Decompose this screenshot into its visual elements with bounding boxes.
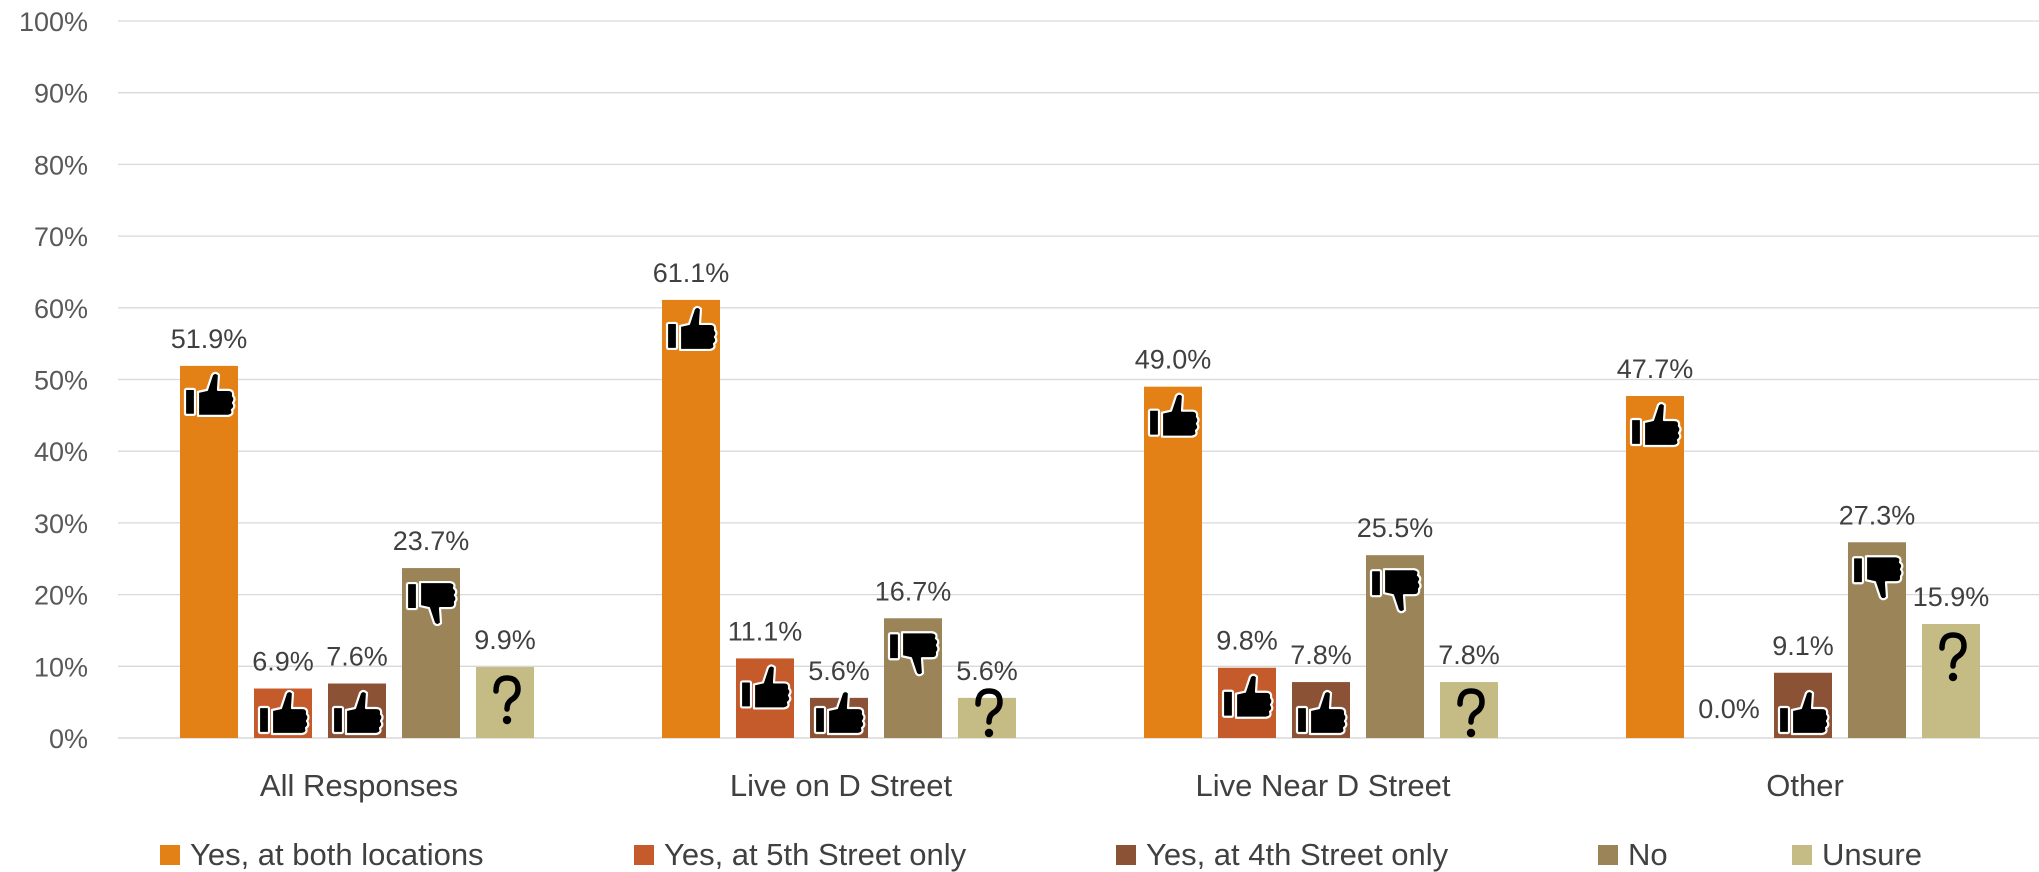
- thumbs-down-icon: [887, 631, 940, 677]
- y-tick-label: 30%: [34, 509, 88, 539]
- data-label: 9.8%: [1216, 626, 1278, 656]
- bar: [1626, 395, 1684, 738]
- data-label: 7.6%: [326, 642, 388, 672]
- bars: [180, 299, 1980, 738]
- y-tick-label: 20%: [34, 581, 88, 611]
- data-label: 47.7%: [1617, 354, 1694, 384]
- thumbs-up-icon: [1221, 673, 1274, 719]
- legend-label: Unsure: [1822, 837, 1922, 872]
- legend-swatch: [1116, 845, 1136, 865]
- legend: Yes, at both locations Yes, at 5th Street…: [160, 837, 1922, 872]
- data-labels: 51.9%6.9% 7.6%23.7%9.9%61.1%11.1%5.6%16.7…: [171, 258, 1990, 724]
- thumbs-up-icon: [739, 664, 792, 710]
- thumbs-up-icon: [665, 305, 718, 352]
- data-label: 27.3%: [1839, 500, 1916, 530]
- legend-label: Yes, at 4th Street only: [1146, 837, 1449, 872]
- category-label: Live on D Street: [730, 768, 953, 803]
- bar: [1144, 386, 1202, 738]
- legend-swatch: [1598, 845, 1618, 865]
- category-label: Live Near D Street: [1196, 768, 1451, 803]
- legend-item: No: [1598, 837, 1668, 872]
- legend-item: Yes, at 4th Street only: [1116, 837, 1449, 872]
- legend-swatch: [1792, 845, 1812, 865]
- legend-label: No: [1628, 837, 1668, 872]
- thumbs-up-icon: [1295, 689, 1348, 736]
- legend-item: Yes, at both locations: [160, 837, 484, 872]
- data-label: 5.6%: [808, 656, 870, 686]
- y-tick-label: 40%: [34, 437, 88, 467]
- legend-item: Unsure: [1792, 837, 1922, 872]
- legend-label: Yes, at 5th Street only: [664, 837, 967, 872]
- y-tick-label: 80%: [34, 150, 88, 180]
- data-label: 51.9%: [171, 324, 248, 354]
- data-label: 9.1%: [1772, 631, 1834, 661]
- y-tick-label: 50%: [34, 366, 88, 396]
- thumbs-up-icon: [331, 689, 384, 736]
- thumbs-up-icon: [1629, 401, 1682, 448]
- data-label: 0.0%: [1698, 694, 1760, 724]
- data-label: 11.1%: [728, 616, 803, 646]
- question-mark-icon: [1457, 688, 1485, 738]
- data-label: 61.1%: [653, 258, 730, 288]
- data-label: 23.7%: [393, 526, 470, 556]
- thumbs-up-icon: [183, 371, 236, 417]
- question-mark-icon: [1939, 632, 1967, 682]
- bar-icons: [183, 305, 1967, 738]
- data-label: 15.9%: [1913, 582, 1990, 612]
- bar: [662, 299, 720, 738]
- y-tick-label: 90%: [34, 79, 88, 109]
- bar: [1922, 623, 1980, 738]
- thumbs-up-icon: [1147, 392, 1200, 438]
- legend-swatch: [634, 845, 654, 865]
- data-label: 7.8%: [1438, 640, 1500, 670]
- data-label: 49.0%: [1135, 345, 1212, 375]
- data-label: 5.6%: [956, 656, 1018, 686]
- question-mark-icon: [493, 675, 521, 725]
- category-label: All Responses: [260, 768, 458, 803]
- thumbs-up-icon: [813, 689, 866, 736]
- data-label: 25.5%: [1357, 513, 1434, 543]
- data-label: 6.9%: [252, 647, 314, 677]
- y-tick-label: 70%: [34, 222, 88, 252]
- legend-swatch: [160, 845, 180, 865]
- y-tick-label: 60%: [34, 294, 88, 324]
- thumbs-up-icon: [257, 689, 310, 736]
- data-label: 9.9%: [474, 625, 536, 655]
- legend-item: Yes, at 5th Street only: [634, 837, 967, 872]
- thumbs-up-icon: [1777, 689, 1830, 736]
- category-label: Other: [1766, 768, 1844, 803]
- data-label: 16.7%: [875, 576, 952, 606]
- bar: [180, 365, 238, 738]
- thumbs-down-icon: [405, 580, 458, 627]
- data-label: 7.8%: [1290, 640, 1352, 670]
- legend-label: Yes, at both locations: [190, 837, 484, 872]
- y-tick-label: 100%: [19, 7, 88, 37]
- y-tick-label: 0%: [49, 724, 88, 754]
- y-axis-ticks: 0% 10% 20% 30% 40% 50% 60% 70% 80% 90% 100%: [19, 7, 88, 754]
- x-axis-categories: All Responses Live on D Street Live Near D…: [260, 768, 1844, 803]
- question-mark-icon: [975, 688, 1003, 738]
- y-tick-label: 10%: [34, 652, 88, 682]
- thumbs-down-icon: [1851, 555, 1904, 601]
- thumbs-down-icon: [1369, 568, 1422, 614]
